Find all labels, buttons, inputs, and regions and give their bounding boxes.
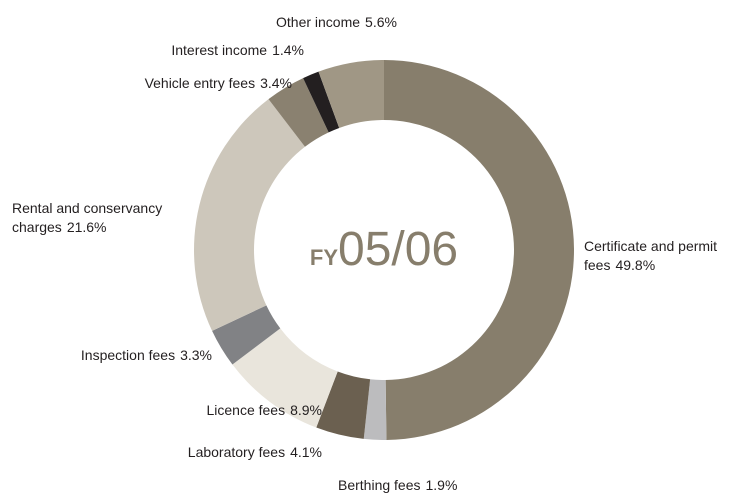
center-label: FY05/06 (254, 222, 514, 289)
slice (318, 60, 384, 128)
value-label: 4.1% (290, 444, 322, 460)
category-name: Certificate and permit fees (584, 238, 718, 273)
category-name: Inspection fees (80, 347, 176, 363)
value-label: 21.6% (66, 219, 107, 235)
slice (193, 99, 305, 331)
slice-label: Licence fees 8.9% (206, 401, 322, 420)
slice-label: Inspection fees 3.3% (81, 346, 212, 365)
category-name: Other income (276, 14, 361, 30)
category-name: Interest income (171, 42, 268, 58)
category-name: Licence fees (206, 402, 286, 418)
slice-label: Interest income 1.4% (171, 41, 304, 60)
slice-label: Vehicle entry fees 3.4% (145, 74, 292, 93)
value-label: 49.8% (615, 257, 656, 273)
slice-label: Berthing fees 1.9% (338, 476, 538, 495)
slice-label: Rental and conservancy charges 21.6% (12, 199, 197, 237)
category-name: Laboratory fees (187, 444, 286, 460)
center-text: 05/06 (338, 223, 459, 276)
value-label: 3.3% (180, 347, 212, 363)
slice-label: Laboratory fees 4.1% (188, 443, 322, 462)
slice (303, 71, 340, 133)
category-name: Rental and conservancy charges (12, 200, 163, 235)
slice (268, 78, 329, 147)
category-name: Vehicle entry fees (144, 75, 256, 91)
slice (316, 371, 371, 439)
slice (212, 305, 281, 365)
slice-label: Other income 5.6% (276, 13, 476, 32)
slice-label: Certificate and permit fees 49.8% (584, 237, 729, 275)
slice (384, 60, 575, 440)
slice (232, 328, 338, 428)
value-label: 1.4% (272, 42, 304, 58)
value-label: 8.9% (290, 402, 322, 418)
slice (363, 379, 387, 440)
category-name: Berthing fees (338, 477, 421, 493)
value-label: 5.6% (365, 14, 397, 30)
value-label: 1.9% (425, 477, 458, 493)
value-label: 3.4% (260, 75, 292, 91)
center-prefix: FY (309, 245, 338, 270)
